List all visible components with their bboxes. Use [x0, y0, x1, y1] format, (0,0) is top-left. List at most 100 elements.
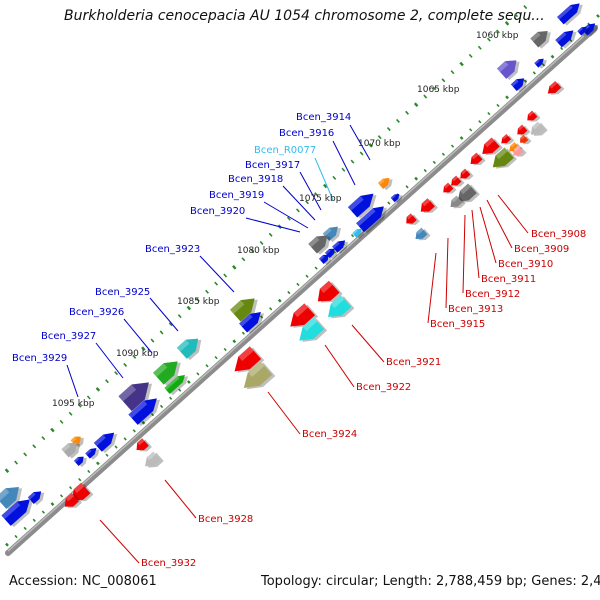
kbp-tick: [205, 289, 209, 294]
leader-line: [314, 157, 334, 201]
leader-line: [349, 124, 371, 161]
kbp-tick: [223, 347, 227, 352]
gene-label-plus: Bcen_3927: [41, 331, 96, 342]
kbp-tick: [14, 534, 18, 539]
tick-group: [4, 5, 600, 547]
gene-label-minus: Bcen_3915: [430, 319, 485, 330]
kbp-label: 1060 kbp: [476, 31, 519, 41]
gene-arrow: [530, 30, 551, 49]
kbp-tick: [305, 274, 309, 278]
gene-arrow: [317, 280, 343, 303]
gene-arrow: [299, 317, 328, 342]
gene-arrow: [492, 147, 517, 169]
leader-line: [123, 318, 153, 354]
kbp-tick: [241, 257, 246, 262]
gene-arrow: [556, 3, 583, 26]
kbp-tick: [123, 362, 128, 367]
kbp-tick: [159, 404, 164, 409]
kbp-tick: [150, 412, 155, 417]
gene-label-minus: Bcen_3922: [356, 382, 411, 393]
gene-arrow: [0, 486, 23, 511]
gene-label-plus: Bcen_3929: [12, 353, 67, 364]
gene-arrow: [415, 227, 431, 241]
gene-arrow: [229, 298, 258, 323]
kbp-tick: [196, 372, 200, 376]
kbp-tick: [350, 159, 355, 164]
topology-text: Topology: circular; Length: 2,788,459 bp…: [261, 574, 600, 589]
kbp-tick: [169, 396, 173, 400]
leader-line: [149, 297, 179, 332]
kbp-tick: [432, 86, 437, 91]
gene-arrow: [164, 374, 189, 396]
gene-arrow: [501, 134, 515, 145]
kbp-tick: [350, 233, 355, 238]
kbp-tick: [287, 290, 291, 295]
gene-arrow: [520, 134, 532, 145]
kbp-tick: [332, 175, 337, 180]
gene-arrow: [239, 311, 265, 334]
kbp-tick: [459, 61, 464, 67]
gene-arrow: [457, 183, 480, 203]
kbp-tick: [496, 29, 500, 34]
kbp-tick: [5, 542, 9, 547]
kbp-tick: [41, 436, 46, 441]
kbp-label: 1085 kbp: [177, 297, 220, 307]
kbp-tick: [232, 339, 237, 344]
kbp-tick: [150, 338, 155, 343]
kbp-tick: [59, 494, 64, 498]
kbp-label: 1065 kbp: [417, 85, 460, 95]
leader-line: [245, 217, 301, 233]
kbp-tick: [550, 54, 555, 59]
gene-label-group-minus: Bcen_3908 Bcen_3909 Bcen_3910 Bcen_3911 …: [141, 229, 586, 569]
gene-arrow: [356, 206, 388, 234]
kbp-tick: [232, 265, 237, 270]
gene-arrow: [450, 195, 466, 209]
leader-line: [462, 214, 466, 294]
kbp-tick: [114, 371, 119, 376]
leader-line: [427, 252, 437, 324]
kbp-tick: [159, 330, 164, 335]
kbp-tick: [141, 420, 146, 425]
gene-arrow: [61, 442, 81, 459]
kbp-tick: [405, 110, 409, 115]
gene-arrow: [470, 152, 486, 166]
gene-arrow: [517, 124, 531, 136]
leader-line: [324, 344, 355, 388]
kbp-tick: [532, 71, 536, 75]
gene-arrow: [352, 228, 365, 239]
gene-label-minus: Bcen_3908: [531, 229, 586, 240]
gene-arrow: [577, 26, 590, 37]
gene-arrow: [93, 432, 118, 454]
map-title: Burkholderia cenocepacia AU 1054 chromos…: [64, 8, 545, 24]
gene-arrow: [443, 182, 457, 194]
leader-line: [351, 324, 385, 363]
kbp-tick: [413, 102, 419, 107]
kbp-tick: [441, 78, 446, 83]
kbp-tick: [514, 13, 519, 18]
gene-label-plus: Bcen_3925: [95, 287, 150, 298]
backbone-highlight: [7, 25, 596, 552]
kbp-tick: [132, 354, 137, 359]
leader-line: [486, 199, 513, 249]
gene-label-plus: Bcen_3917: [245, 160, 300, 171]
kbp-tick: [450, 144, 455, 148]
gene-arrow: [145, 451, 164, 468]
gene-arrow: [176, 338, 202, 361]
kbp-tick: [23, 526, 27, 531]
leader-line: [99, 519, 140, 564]
gene-arrow: [496, 60, 520, 81]
kbp-tick: [50, 502, 55, 506]
kbp-tick: [377, 135, 382, 140]
gene-arrow: [482, 137, 503, 156]
kbp-tick: [477, 45, 482, 50]
kbp-tick: [205, 364, 209, 368]
gene-arrow: [547, 80, 565, 95]
kbp-tick: [478, 120, 482, 124]
kbp-tick: [469, 128, 473, 132]
gene-arrow: [510, 78, 528, 93]
gene-label-group-plus: Bcen_3914 Bcen_3916 Bcen_R0077 Bcen_3917…: [12, 112, 351, 364]
gene-label-minus: Bcen_3932: [141, 558, 196, 569]
gene-label-minus: Bcen_3912: [465, 289, 520, 300]
kbp-label: 1090 kbp: [116, 349, 159, 359]
gene-arrow: [1, 499, 34, 528]
